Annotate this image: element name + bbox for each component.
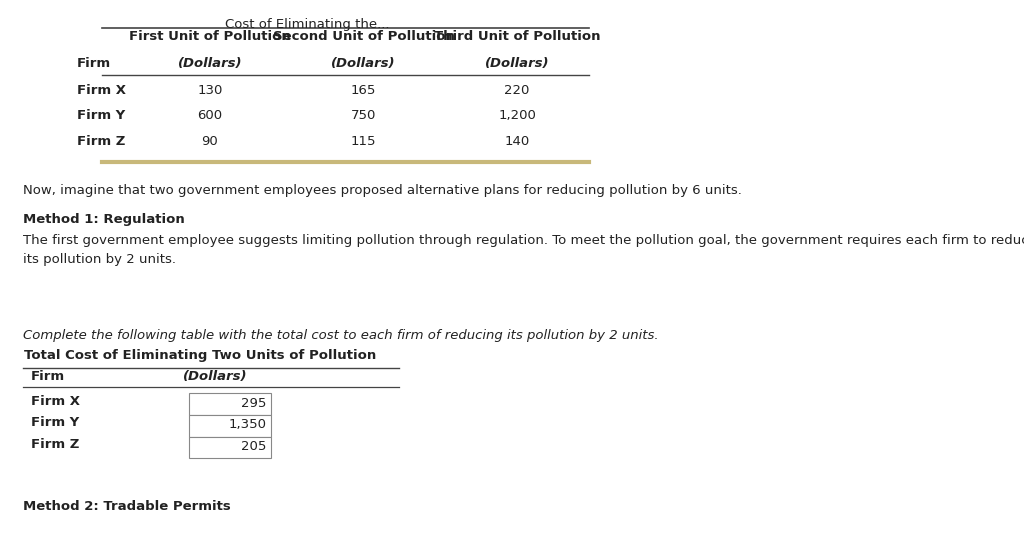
Text: Now, imagine that two government employees proposed alternative plans for reduci: Now, imagine that two government employe… bbox=[23, 184, 741, 197]
Text: Firm X: Firm X bbox=[31, 395, 80, 407]
Text: (Dollars): (Dollars) bbox=[183, 370, 247, 383]
Text: Cost of Eliminating the...: Cost of Eliminating the... bbox=[225, 18, 389, 31]
Text: 140: 140 bbox=[505, 135, 529, 148]
Text: Third Unit of Pollution: Third Unit of Pollution bbox=[434, 30, 600, 43]
Text: 90: 90 bbox=[202, 135, 218, 148]
Text: 130: 130 bbox=[198, 84, 222, 96]
Text: First Unit of Pollution: First Unit of Pollution bbox=[129, 30, 291, 43]
Text: Firm: Firm bbox=[77, 57, 111, 70]
Text: 295: 295 bbox=[241, 397, 266, 410]
Text: Firm Z: Firm Z bbox=[77, 135, 125, 148]
Bar bbox=[189, 437, 271, 458]
Text: its pollution by 2 units.: its pollution by 2 units. bbox=[23, 253, 175, 266]
Text: The first government employee suggests limiting pollution through regulation. To: The first government employee suggests l… bbox=[23, 234, 1024, 247]
Text: Method 2: Tradable Permits: Method 2: Tradable Permits bbox=[23, 500, 230, 513]
Text: Complete the following table with the total cost to each firm of reducing its po: Complete the following table with the to… bbox=[23, 329, 658, 342]
Text: Firm Y: Firm Y bbox=[31, 416, 79, 429]
Text: 115: 115 bbox=[351, 135, 376, 148]
Text: Total Cost of Eliminating Two Units of Pollution: Total Cost of Eliminating Two Units of P… bbox=[24, 349, 376, 362]
Text: 165: 165 bbox=[351, 84, 376, 96]
Text: (Dollars): (Dollars) bbox=[178, 57, 242, 70]
Text: Firm: Firm bbox=[31, 370, 65, 383]
Text: Firm Z: Firm Z bbox=[31, 438, 79, 451]
Text: (Dollars): (Dollars) bbox=[332, 57, 395, 70]
Text: 1,350: 1,350 bbox=[228, 418, 266, 431]
Text: 750: 750 bbox=[351, 109, 376, 122]
Bar bbox=[189, 393, 271, 415]
Text: 205: 205 bbox=[241, 440, 266, 453]
Text: 220: 220 bbox=[505, 84, 529, 96]
Text: Second Unit of Pollution: Second Unit of Pollution bbox=[272, 30, 455, 43]
Text: 600: 600 bbox=[198, 109, 222, 122]
Bar bbox=[189, 415, 271, 437]
Text: 1,200: 1,200 bbox=[499, 109, 536, 122]
Text: Firm X: Firm X bbox=[77, 84, 126, 96]
Text: Firm Y: Firm Y bbox=[77, 109, 125, 122]
Text: Method 1: Regulation: Method 1: Regulation bbox=[23, 213, 184, 226]
Text: (Dollars): (Dollars) bbox=[485, 57, 549, 70]
